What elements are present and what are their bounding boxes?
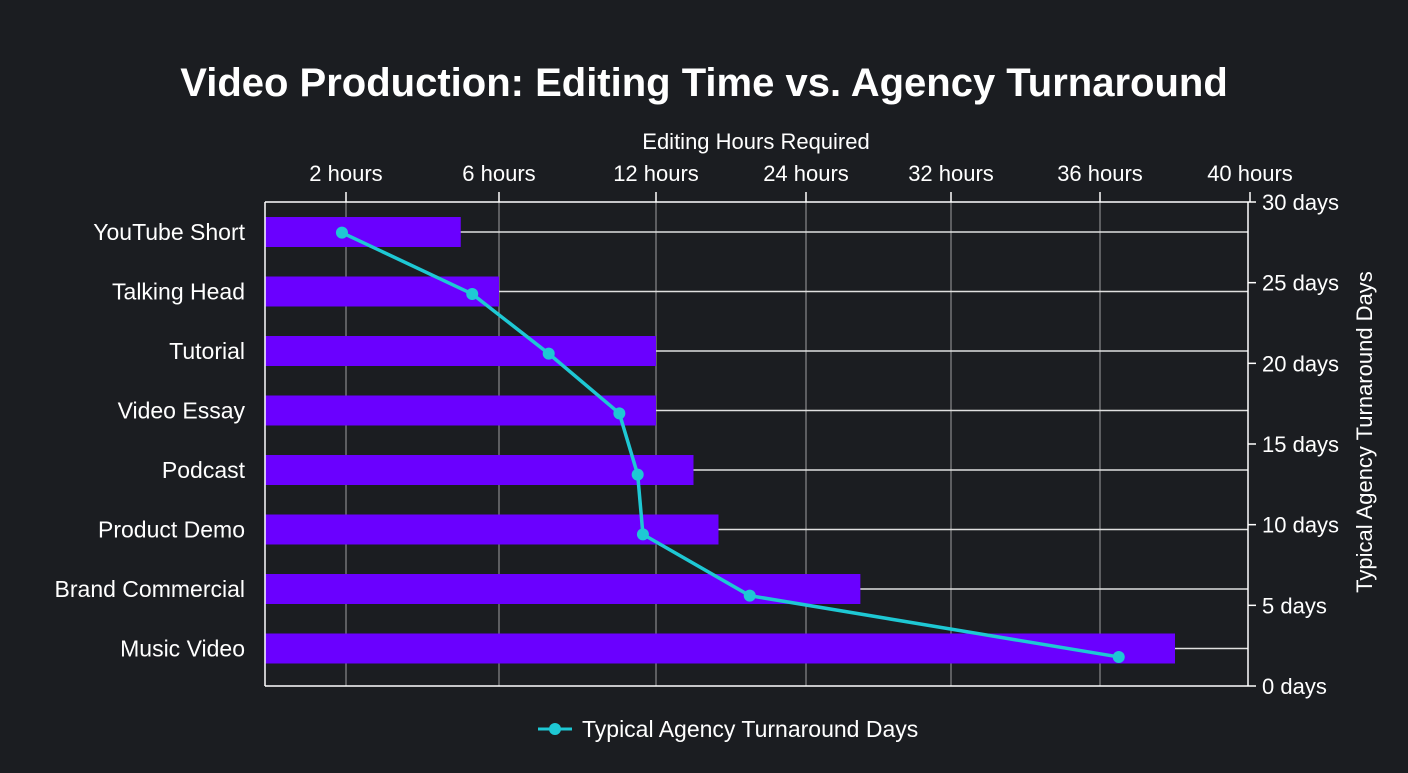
bar-tutorial: [265, 336, 656, 366]
category-label: Brand Commercial: [55, 576, 245, 602]
line-point: [613, 407, 626, 420]
line-point: [466, 287, 479, 300]
bar-music-video: [265, 633, 1175, 664]
bar-talking-head: [265, 276, 499, 307]
category-label: YouTube Short: [93, 219, 245, 245]
x-tick-label: 12 hours: [613, 161, 699, 186]
x-tick-label: 24 hours: [763, 161, 849, 186]
category-label: Tutorial: [169, 338, 245, 364]
line-point: [636, 528, 649, 541]
line-point: [743, 589, 756, 602]
x-axis-label: Editing Hours Required: [642, 129, 869, 154]
y2-tick-label: 5 days: [1262, 593, 1327, 618]
category-label: Product Demo: [98, 517, 245, 543]
x-tick-label: 36 hours: [1057, 161, 1143, 186]
category-label: Video Essay: [118, 398, 246, 424]
category-label: Podcast: [162, 457, 246, 483]
line-path: [341, 231, 1120, 659]
bar-video-essay: [265, 395, 656, 426]
y2-tick-label: 20 days: [1262, 351, 1339, 376]
y2-tick-label: 30 days: [1262, 190, 1339, 215]
y2-tick-label: 10 days: [1262, 513, 1339, 538]
y2-axis-label: Typical Agency Turnaround Days: [1352, 271, 1377, 593]
x-tick-label: 40 hours: [1207, 161, 1293, 186]
y2-tick-label: 15 days: [1262, 432, 1339, 457]
x-tick-label: 6 hours: [462, 161, 535, 186]
y2-tick-label: 25 days: [1262, 271, 1339, 296]
line-point: [542, 347, 555, 360]
y2-tick-label: 0 days: [1262, 674, 1327, 699]
line-series: [335, 226, 1125, 663]
x-tick-label: 2 hours: [309, 161, 382, 186]
category-label: Talking Head: [112, 279, 245, 305]
chart-title: Video Production: Editing Time vs. Agenc…: [180, 61, 1228, 105]
line-point: [631, 468, 644, 481]
x-tick-label: 32 hours: [908, 161, 994, 186]
legend[interactable]: Typical Agency Turnaround Days: [538, 716, 918, 742]
legend-marker-icon: [549, 723, 561, 735]
bars: [265, 217, 1175, 664]
axes: 2 hours 6 hours 12 hours 24 hours 32 hours 36…: [55, 161, 1340, 699]
line-point: [335, 226, 348, 239]
bar-podcast: [265, 455, 694, 485]
category-label: Music Video: [120, 636, 245, 662]
line-point: [1112, 650, 1125, 663]
grid: [265, 202, 1248, 686]
legend-label: Typical Agency Turnaround Days: [582, 716, 918, 742]
